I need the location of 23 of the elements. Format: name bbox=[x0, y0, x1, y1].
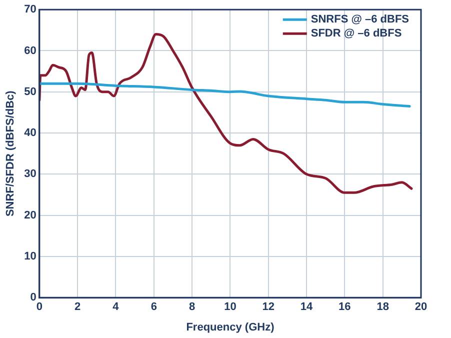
legend-label: SNRFS @ –6 dBFS bbox=[310, 14, 410, 26]
y-tick-label: 70 bbox=[24, 4, 36, 16]
x-tick-label: 16 bbox=[338, 301, 351, 314]
x-tick-label: 10 bbox=[224, 301, 236, 314]
y-tick-label: 60 bbox=[24, 44, 36, 57]
x-tick-label: 12 bbox=[262, 301, 274, 314]
x-tick-label: 18 bbox=[376, 301, 389, 314]
x-tick-label: 20 bbox=[414, 301, 428, 314]
x-tick-label: 8 bbox=[189, 301, 196, 314]
y-tick-label: 20 bbox=[24, 209, 36, 222]
legend-label: SFDR @ –6 dBFS bbox=[310, 28, 402, 40]
y-tick-label: 50 bbox=[24, 86, 36, 98]
y-tick-label: 0 bbox=[30, 292, 36, 304]
y-tick-label: 10 bbox=[24, 250, 36, 262]
line-series bbox=[39, 82, 411, 108]
x-tick-label: 4 bbox=[112, 301, 120, 314]
x-tick-label: 14 bbox=[300, 301, 314, 314]
x-tick-label: 6 bbox=[150, 301, 157, 314]
y-tick-label: 40 bbox=[24, 127, 36, 140]
y-axis-title: SNRF/SFDR (dBFS/dBc) bbox=[4, 90, 17, 217]
x-axis-title: Frequency (GHz) bbox=[186, 321, 275, 334]
x-tick-label: 2 bbox=[74, 301, 81, 314]
y-tick-label: 30 bbox=[24, 168, 36, 180]
